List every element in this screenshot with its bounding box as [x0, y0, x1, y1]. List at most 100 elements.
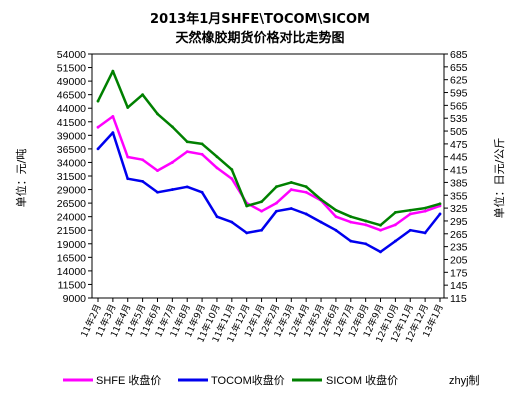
series-2-point	[215, 155, 219, 159]
series-2-point	[126, 106, 130, 109]
y-right-tick-label: 145	[450, 280, 468, 292]
y-right-tick-label: 535	[450, 113, 468, 125]
y-left-tick-label: 24000	[57, 212, 86, 224]
series-0-point	[156, 169, 159, 172]
series-0-point	[364, 223, 368, 227]
series-0-point	[289, 188, 293, 191]
series-0-point	[334, 215, 338, 219]
y-right-tick-label: 685	[450, 49, 468, 61]
y-left-tick-label: 21500	[57, 225, 86, 237]
series-1-point	[170, 188, 174, 191]
series-1-point	[126, 177, 130, 181]
series-1-point	[289, 207, 293, 210]
y-left-tick-label: 34000	[57, 157, 86, 169]
y-left-tick-label: 14000	[57, 266, 86, 278]
series-1-point	[275, 209, 278, 213]
series-0-point	[170, 161, 174, 164]
y-right-tick-label: 355	[450, 190, 468, 202]
series-2-point	[200, 142, 204, 146]
series-line-0	[97, 115, 441, 232]
legend-label-tocom: TOCOM收盘价	[211, 373, 285, 387]
series-1-point	[156, 190, 159, 194]
y-right-tick-label: 655	[450, 62, 468, 74]
series-2-point	[364, 219, 368, 223]
series-2-point	[170, 125, 174, 129]
y-left-tick-label: 54000	[57, 49, 86, 61]
series-1-point	[304, 212, 308, 216]
legend-label-sicom: SICOM 收盘价	[326, 373, 398, 387]
legend-label-shfe: SHFE 收盘价	[96, 373, 161, 387]
y-left-tick-label: 46500	[57, 90, 86, 102]
series-2-point	[230, 168, 234, 171]
y-left-tick-label: 36500	[57, 144, 86, 156]
series-0-point	[349, 220, 353, 224]
chart-title: 2013年1月SHFE\TOCOM\SICOM	[150, 11, 370, 27]
y-left-tick-label: 49000	[57, 76, 86, 88]
series-0-point	[215, 166, 219, 170]
series-2-point	[141, 93, 145, 97]
series-2-point	[289, 181, 293, 184]
y-right-tick-label: 325	[450, 203, 468, 215]
series-0-point	[141, 158, 145, 162]
series-2-point	[393, 210, 397, 214]
series-line-2	[96, 69, 441, 227]
series-1-point	[215, 215, 219, 219]
series-2-point	[96, 99, 100, 103]
y-right-tick-label: 565	[450, 100, 468, 112]
y-left-tick-label: 51500	[57, 63, 86, 75]
series-1-point	[438, 212, 442, 216]
series-1-point	[393, 239, 397, 243]
y-right-tick-label: 505	[450, 126, 468, 138]
series-2-point	[438, 202, 442, 206]
series-0-point	[185, 150, 189, 154]
series-2-point	[423, 206, 427, 210]
y-left-tick-label: 31500	[57, 171, 86, 183]
series-0-point	[126, 155, 130, 159]
series-0-point	[96, 125, 100, 129]
series-1-point	[379, 250, 382, 254]
y-right-tick-label: 445	[450, 152, 468, 164]
series-1-point	[96, 147, 100, 151]
y-left-tick-label: 26500	[57, 198, 86, 210]
series-0-point	[260, 209, 263, 213]
series-1-point	[230, 220, 234, 224]
series-1-point	[364, 242, 368, 246]
series-0-point	[111, 114, 115, 118]
series-2-point	[156, 112, 159, 116]
series-1-point	[408, 228, 412, 232]
y-right-tick-label: 265	[450, 229, 468, 241]
series-2-point	[408, 208, 412, 212]
series-2-point	[275, 185, 278, 189]
series-1-point	[319, 220, 323, 224]
series-1-point	[334, 228, 338, 232]
series-1-point	[260, 228, 263, 232]
y-right-tick-label: 115	[450, 293, 467, 305]
series-1-point	[349, 239, 353, 243]
y-right-axis: 6856556255955655355054754454153853553252…	[444, 49, 468, 305]
y-right-tick-label: 595	[450, 88, 468, 100]
series-line-1	[97, 131, 441, 254]
x-axis: 11年2月11年3月11年4月11年5月11年6月11年7月11年8月11年9月…	[78, 298, 446, 344]
series-0-point	[275, 201, 278, 205]
series-2-point	[319, 198, 323, 201]
chart-subtitle: 天然橡胶期货价格对比走势图	[175, 30, 344, 46]
y-axis-left-label: 单位：元/吨	[14, 149, 28, 208]
series-2-point	[379, 223, 382, 227]
series-2-point	[245, 204, 249, 208]
series-0-point	[379, 228, 382, 232]
y-left-tick-label: 11500	[58, 279, 87, 291]
series-0-point	[408, 212, 412, 216]
y-right-tick-label: 295	[450, 216, 468, 228]
y-left-tick-label: 39000	[57, 130, 86, 142]
series-1-point	[423, 231, 427, 235]
y-right-tick-label: 205	[450, 254, 468, 266]
y-axis-right-label: 单位：日元/公斤	[492, 138, 506, 219]
series-0-point	[230, 177, 234, 181]
series-2-point	[111, 69, 115, 73]
plot-area	[91, 53, 445, 299]
series-0-point	[423, 209, 427, 213]
series-2-point	[334, 208, 338, 212]
y-right-tick-label: 385	[450, 177, 468, 189]
y-left-tick-label: 9000	[63, 293, 87, 305]
